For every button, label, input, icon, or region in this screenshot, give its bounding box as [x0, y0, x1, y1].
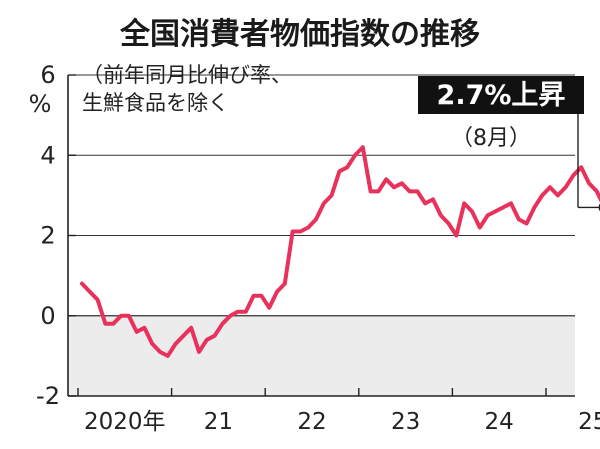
- y-tick-label: 4: [40, 141, 55, 169]
- chart-title: 全国消費者物価指数の推移: [119, 17, 480, 52]
- negative-region-shading: [68, 315, 575, 396]
- y-unit-label: %: [29, 90, 52, 118]
- y-tick-label: -2: [36, 382, 60, 410]
- callout-box: [418, 76, 584, 114]
- y-note-line-2: 生鮮食品を除く: [82, 91, 229, 115]
- callout-value-label: 2.7%上昇: [437, 80, 566, 111]
- y-gridlines: [68, 74, 575, 317]
- y-tick-label: 0: [40, 302, 55, 330]
- y-note-line-1: （前年同月比伸び率、: [82, 63, 292, 87]
- y-tick-label: 2: [40, 222, 55, 250]
- callout-month-label: （8月）: [451, 126, 531, 151]
- x-tick-label: 22: [297, 409, 326, 435]
- x-tick-label: 21: [204, 409, 233, 435]
- x-tick-label: 25: [578, 409, 600, 435]
- x-tick-label: 24: [485, 409, 514, 435]
- y-tick-label: 6: [40, 61, 55, 89]
- x-tick-marks: [77, 388, 547, 396]
- x-tick-label: 2020年: [84, 409, 166, 435]
- x-tick-label: 23: [391, 409, 420, 435]
- y-tick-marks: [68, 74, 76, 397]
- series-line: [80, 145, 600, 358]
